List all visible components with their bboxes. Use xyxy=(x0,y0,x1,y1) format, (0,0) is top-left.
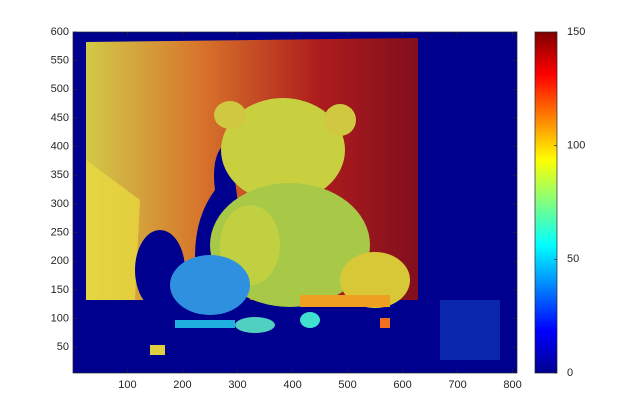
y-tick-label: 350 xyxy=(51,169,69,181)
colorbar-tick-label: 150 xyxy=(567,26,585,38)
x-tick-label: 800 xyxy=(503,379,521,391)
y-tick-label: 400 xyxy=(51,141,69,153)
y-tick-label: 500 xyxy=(51,83,69,95)
y-tick-label: 100 xyxy=(51,312,69,324)
colorbar xyxy=(534,31,558,374)
y-tick-label: 300 xyxy=(51,198,69,210)
y-tick-label: 550 xyxy=(51,55,69,67)
y-tick-label: 200 xyxy=(51,255,69,267)
x-tick-label: 500 xyxy=(338,379,356,391)
x-tick-label: 600 xyxy=(393,379,411,391)
y-tick-label: 250 xyxy=(51,226,69,238)
y-tick-label: 50 xyxy=(57,341,69,353)
x-tick-label: 200 xyxy=(173,379,191,391)
x-tick-label: 400 xyxy=(283,379,301,391)
colorbar-tick-label: 0 xyxy=(567,367,573,379)
x-tick-label: 300 xyxy=(228,379,246,391)
y-tick-label: 150 xyxy=(51,284,69,296)
x-tick-label: 700 xyxy=(448,379,466,391)
y-tick-label: 600 xyxy=(51,26,69,38)
x-tick-label: 100 xyxy=(118,379,136,391)
colorbar-tick-label: 50 xyxy=(567,253,579,265)
disparity-image xyxy=(73,32,517,373)
plot-frame xyxy=(72,31,518,374)
colorbar-tick-label: 100 xyxy=(567,140,585,152)
y-tick-label: 450 xyxy=(51,112,69,124)
